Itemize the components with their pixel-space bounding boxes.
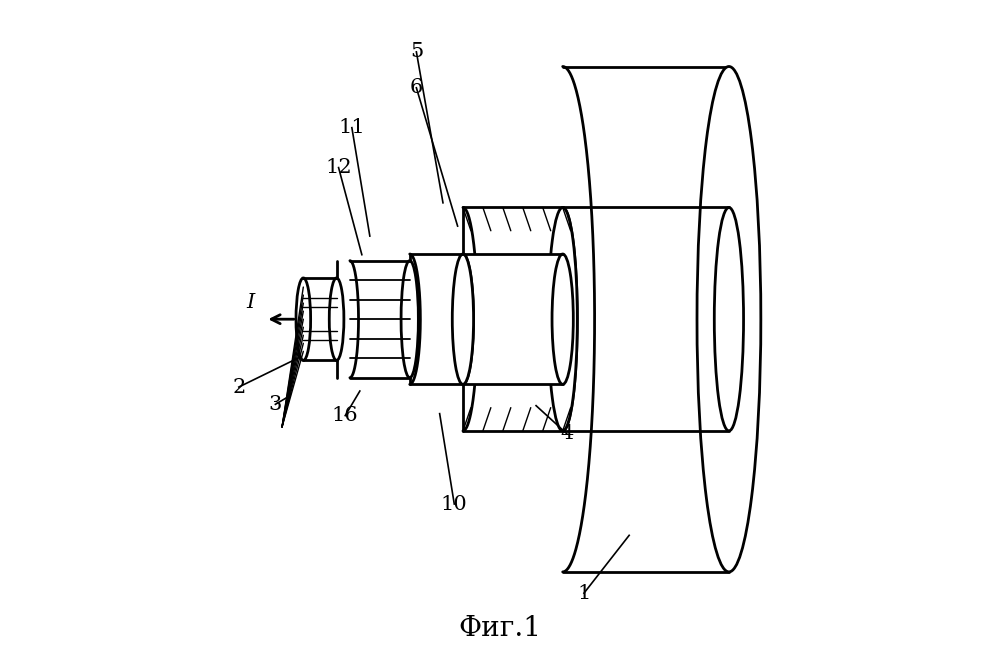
Ellipse shape <box>296 278 311 360</box>
Ellipse shape <box>697 66 761 572</box>
Text: 6: 6 <box>410 78 423 97</box>
Polygon shape <box>410 254 463 384</box>
Polygon shape <box>463 207 562 431</box>
Ellipse shape <box>548 207 577 431</box>
Text: I: I <box>247 293 255 312</box>
Polygon shape <box>304 278 337 360</box>
Text: 5: 5 <box>410 43 423 61</box>
Text: Фиг.1: Фиг.1 <box>458 615 541 642</box>
Text: 3: 3 <box>269 395 282 414</box>
Ellipse shape <box>714 207 743 431</box>
Polygon shape <box>562 66 729 572</box>
Text: 16: 16 <box>332 406 359 425</box>
Text: 1: 1 <box>577 584 590 602</box>
Ellipse shape <box>330 278 344 360</box>
Ellipse shape <box>401 261 419 378</box>
Polygon shape <box>350 261 410 378</box>
Text: 4: 4 <box>560 424 573 443</box>
Text: 12: 12 <box>326 158 352 177</box>
Ellipse shape <box>552 254 573 384</box>
Polygon shape <box>463 254 562 384</box>
Text: 11: 11 <box>339 118 366 137</box>
Text: 10: 10 <box>441 495 468 513</box>
Text: 2: 2 <box>232 378 246 396</box>
Ellipse shape <box>453 254 474 384</box>
